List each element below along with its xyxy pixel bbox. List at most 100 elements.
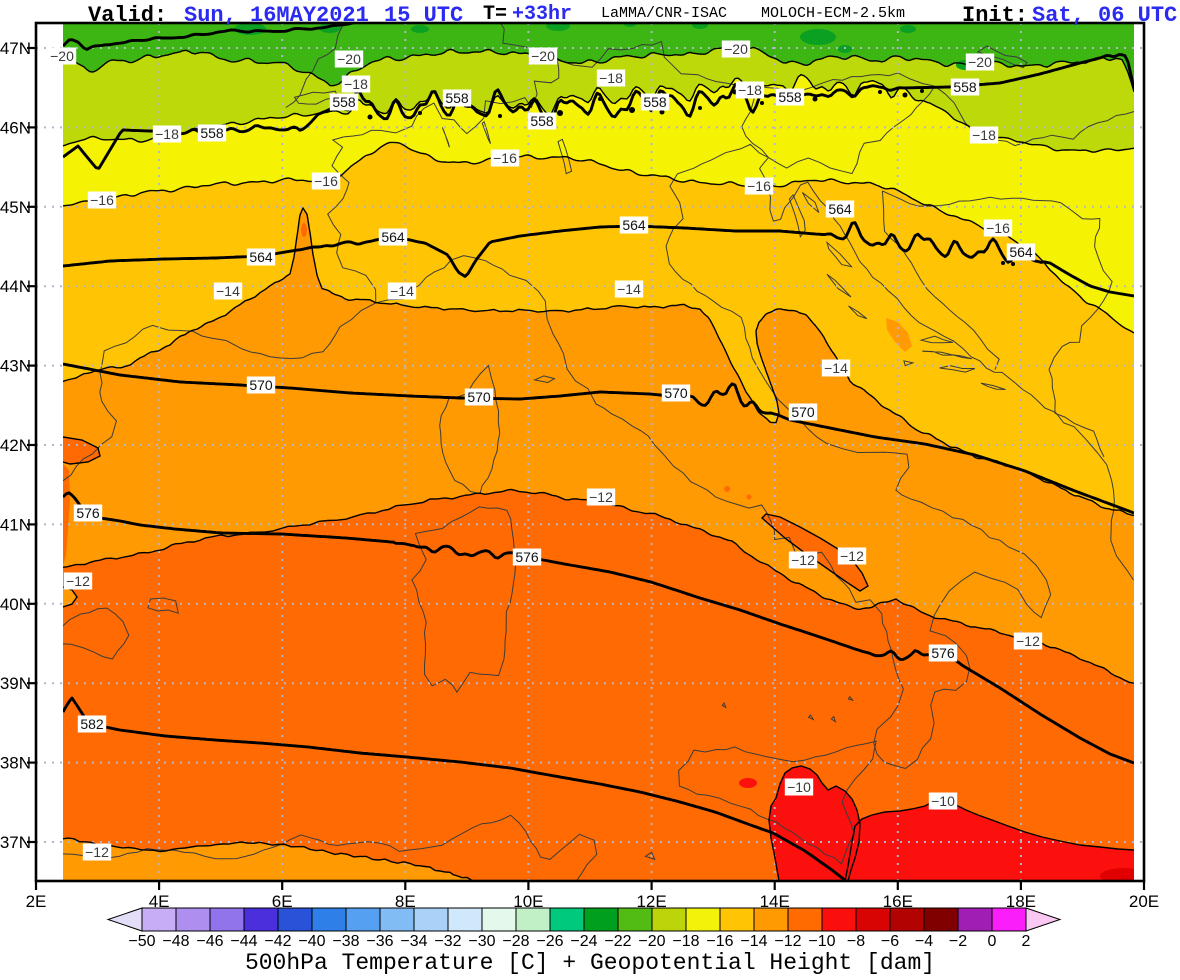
svg-text:−44: −44 <box>230 933 257 950</box>
svg-text:MOLOCH-ECM-2.5km: MOLOCH-ECM-2.5km <box>761 5 905 22</box>
svg-text:576: 576 <box>76 505 100 521</box>
svg-text:Sun, 16MAY2021: Sun, 16MAY2021 <box>184 3 369 28</box>
svg-text:−16: −16 <box>90 192 114 208</box>
svg-text:−14: −14 <box>216 283 240 299</box>
svg-text:38N: 38N <box>0 754 31 773</box>
svg-text:LaMMA/CNR-ISAC: LaMMA/CNR-ISAC <box>601 5 727 22</box>
svg-text:−12: −12 <box>589 489 613 505</box>
svg-text:41N: 41N <box>0 515 31 534</box>
svg-text:14E: 14E <box>760 892 790 911</box>
svg-text:−24: −24 <box>570 933 597 950</box>
svg-text:−14: −14 <box>824 360 848 376</box>
svg-text:−14: −14 <box>740 933 767 950</box>
svg-text:40N: 40N <box>0 595 31 614</box>
svg-text:−20: −20 <box>50 48 74 64</box>
svg-text:−16: −16 <box>986 220 1010 236</box>
svg-text:558: 558 <box>332 94 356 110</box>
svg-text:18E: 18E <box>1006 892 1036 911</box>
svg-text:558: 558 <box>530 113 554 129</box>
svg-text:T=: T= <box>483 3 507 26</box>
svg-text:−18: −18 <box>155 126 179 142</box>
svg-text:−12: −12 <box>1016 633 1040 649</box>
svg-text:582: 582 <box>80 716 104 732</box>
svg-text:570: 570 <box>664 385 688 401</box>
svg-text:−20: −20 <box>724 41 748 57</box>
svg-text:−18: −18 <box>344 76 368 92</box>
svg-text:−14: −14 <box>390 283 414 299</box>
svg-text:−6: −6 <box>881 933 899 950</box>
svg-text:Sat, 06 UTC: Sat, 06 UTC <box>1032 3 1177 28</box>
svg-text:−30: −30 <box>468 933 495 950</box>
svg-text:−50: −50 <box>128 933 155 950</box>
svg-text:−10: −10 <box>931 793 955 809</box>
svg-text:−20: −20 <box>337 51 361 67</box>
svg-text:558: 558 <box>200 125 224 141</box>
svg-text:−12: −12 <box>791 552 815 568</box>
svg-text:−34: −34 <box>400 933 427 950</box>
svg-text:−16: −16 <box>747 178 771 194</box>
svg-text:−4: −4 <box>915 933 933 950</box>
svg-text:−22: −22 <box>604 933 631 950</box>
svg-text:6E: 6E <box>272 892 293 911</box>
svg-text:2: 2 <box>1022 933 1031 950</box>
svg-text:564: 564 <box>249 249 273 265</box>
svg-text:558: 558 <box>778 89 802 105</box>
svg-text:−46: −46 <box>196 933 223 950</box>
svg-text:−8: −8 <box>847 933 865 950</box>
svg-text:−32: −32 <box>434 933 461 950</box>
svg-text:−20: −20 <box>638 933 665 950</box>
svg-text:−10: −10 <box>787 779 811 795</box>
svg-text:558: 558 <box>953 79 977 95</box>
svg-text:Init:: Init: <box>962 3 1028 28</box>
svg-text:570: 570 <box>249 377 273 393</box>
svg-text:564: 564 <box>828 201 852 217</box>
svg-text:−38: −38 <box>332 933 359 950</box>
svg-text:−20: −20 <box>968 54 992 70</box>
svg-text:10E: 10E <box>513 892 543 911</box>
svg-text:45N: 45N <box>0 198 31 217</box>
svg-text:−16: −16 <box>493 150 517 166</box>
svg-text:−28: −28 <box>502 933 529 950</box>
svg-text:576: 576 <box>931 645 955 661</box>
svg-text:44N: 44N <box>0 277 31 296</box>
svg-text:16E: 16E <box>883 892 913 911</box>
svg-text:570: 570 <box>791 404 815 420</box>
svg-text:−42: −42 <box>264 933 291 950</box>
svg-text:−12: −12 <box>774 933 801 950</box>
svg-text:43N: 43N <box>0 357 31 376</box>
svg-text:564: 564 <box>622 217 646 233</box>
svg-text:−18: −18 <box>599 70 623 86</box>
svg-text:−36: −36 <box>366 933 393 950</box>
svg-text:−18: −18 <box>972 127 996 143</box>
svg-text:−16: −16 <box>706 933 733 950</box>
svg-text:−18: −18 <box>738 82 762 98</box>
svg-text:564: 564 <box>381 229 405 245</box>
svg-text:564: 564 <box>1009 244 1033 260</box>
svg-text:4E: 4E <box>149 892 170 911</box>
svg-text:0: 0 <box>988 933 997 950</box>
svg-text:570: 570 <box>467 389 491 405</box>
svg-text:−12: −12 <box>66 573 90 589</box>
svg-text:−26: −26 <box>536 933 563 950</box>
svg-text:2E: 2E <box>26 892 47 911</box>
svg-text:42N: 42N <box>0 436 31 455</box>
svg-text:576: 576 <box>515 549 539 565</box>
svg-text:−12: −12 <box>85 844 109 860</box>
svg-text:Valid:: Valid: <box>88 3 167 28</box>
svg-text:20E: 20E <box>1129 892 1159 911</box>
svg-text:500hPa Temperature [C] + Geopo: 500hPa Temperature [C] + Geopotential He… <box>245 950 935 976</box>
svg-text:8E: 8E <box>395 892 416 911</box>
svg-text:−10: −10 <box>808 933 835 950</box>
svg-text:+33hr: +33hr <box>512 3 572 26</box>
svg-text:15 UTC: 15 UTC <box>384 3 463 28</box>
svg-text:558: 558 <box>643 94 667 110</box>
svg-text:−14: −14 <box>617 281 641 297</box>
svg-text:−48: −48 <box>162 933 189 950</box>
svg-text:47N: 47N <box>0 39 31 58</box>
svg-text:37N: 37N <box>0 833 31 852</box>
svg-text:−20: −20 <box>531 48 555 64</box>
svg-text:12E: 12E <box>636 892 666 911</box>
svg-text:558: 558 <box>445 90 469 106</box>
svg-text:39N: 39N <box>0 674 31 693</box>
svg-text:−12: −12 <box>840 548 864 564</box>
